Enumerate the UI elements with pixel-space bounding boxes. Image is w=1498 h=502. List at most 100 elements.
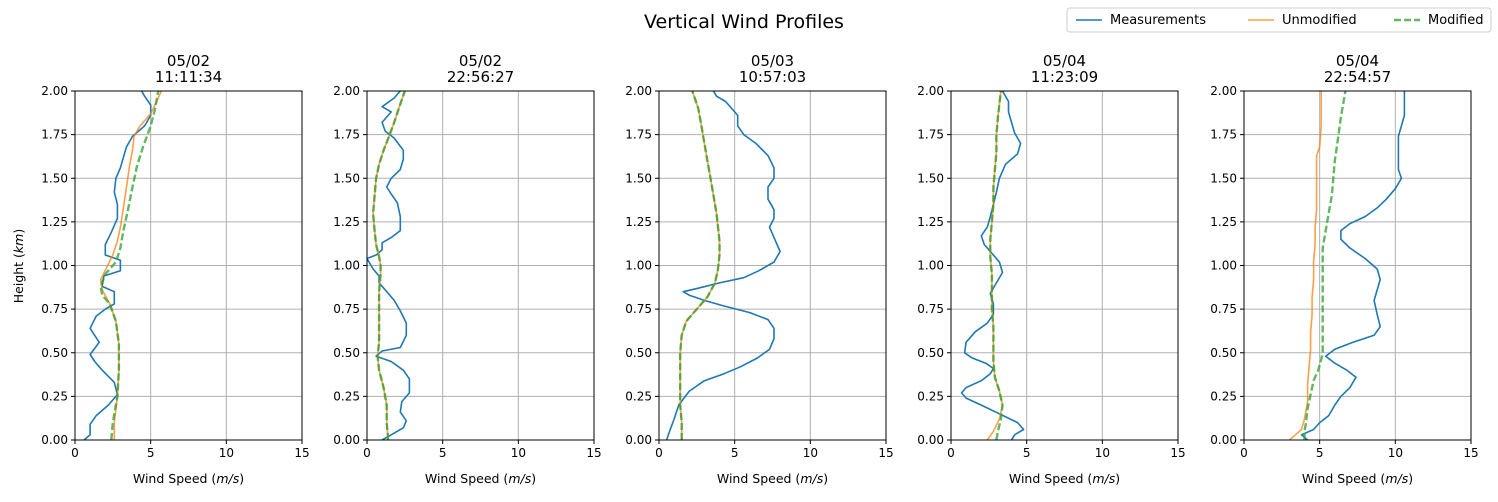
panel-1: 0 5 10 15 0.00 0.25 0.50 0.75 1.00 1.25 1.50 1.75 2.… (41, 52, 309, 486)
x-tick-label: 0 (71, 446, 79, 460)
panel-title-time: 22:56:27 (447, 68, 514, 86)
grid (1243, 90, 1472, 441)
legend-label: Measurements (1110, 13, 1206, 28)
grid (74, 90, 303, 441)
legend-label: Unmodified (1282, 13, 1357, 28)
legend-label: Modified (1428, 13, 1483, 28)
x-axis-label-close: ) (1115, 471, 1120, 486)
y-tick-label: 0.00 (917, 433, 944, 447)
series-line-modified (1303, 91, 1347, 440)
x-axis-label-close: ) (1408, 471, 1413, 486)
legend-item-measurements: Measurements (1076, 13, 1206, 28)
x-tick-label: 10 (1095, 446, 1110, 460)
y-tick-label: 1.00 (333, 259, 360, 273)
y-tick-label: 0.75 (41, 302, 68, 316)
y-axis-label-unit: km (11, 234, 26, 253)
x-tick-label: 15 (1170, 446, 1185, 460)
y-tick-label: 1.25 (917, 215, 944, 229)
x-tick-label: 5 (1023, 446, 1031, 460)
y-tick-label: 1.75 (625, 128, 652, 142)
panels: 0 5 10 15 0.00 0.25 0.50 0.75 1.00 1.25 1.50 1.75 2.… (41, 52, 1478, 486)
x-axis-label-unit: m/s (800, 471, 823, 486)
y-tick-label: 0.75 (333, 302, 360, 316)
x-tick-label: 0 (655, 446, 663, 460)
plot-frame (366, 90, 595, 441)
series-line-measurements (367, 91, 411, 440)
x-axis-label-unit: m/s (216, 471, 239, 486)
panel-2: 0 5 10 15 0.00 0.25 0.50 0.75 1.00 1.25 1.50 1.75 2.… (333, 52, 601, 486)
series-line-measurements (83, 91, 152, 440)
x-tick-label: 0 (947, 446, 955, 460)
x-axis-label-main: Wind Speed ( (1302, 471, 1385, 486)
y-tick-label: 2.00 (333, 84, 360, 98)
y-tick-label: 0.50 (917, 346, 944, 360)
grid (950, 90, 1179, 441)
plot-frame (1243, 90, 1472, 441)
y-tick-label: 1.00 (41, 259, 68, 273)
x-axis-label-unit: m/s (1385, 471, 1408, 486)
x-axis-label-main: Wind Speed ( (717, 471, 800, 486)
legend-item-unmodified: Unmodified (1248, 13, 1357, 28)
series-line-modified (371, 91, 406, 440)
series-line-measurements (665, 91, 781, 440)
x-axis-label-main: Wind Speed ( (133, 471, 216, 486)
y-tick-label: 1.75 (917, 128, 944, 142)
y-tick-label: 1.00 (1210, 259, 1237, 273)
series-line-modified (989, 91, 1004, 440)
x-axis-label: Wind Speed (m/s) (425, 471, 536, 486)
y-tick-label: 1.50 (1210, 171, 1237, 185)
x-tick-label: 0 (363, 446, 371, 460)
panel-title-time: 10:57:03 (739, 68, 806, 86)
panel-title-date: 05/04 (1043, 52, 1086, 70)
y-tick-label: 0.00 (1210, 433, 1237, 447)
y-tick-label: 2.00 (917, 84, 944, 98)
y-tick-label: 1.00 (625, 259, 652, 273)
x-axis-label-unit: m/s (508, 471, 531, 486)
y-tick-label: 1.50 (625, 171, 652, 185)
y-tick-label: 1.50 (917, 171, 944, 185)
x-axis-label: Wind Speed (m/s) (1009, 471, 1120, 486)
x-tick-label: 10 (803, 446, 818, 460)
x-axis-label-main: Wind Speed ( (1009, 471, 1092, 486)
plot-frame (950, 90, 1179, 441)
x-tick-label: 10 (511, 446, 526, 460)
panel-title-date: 05/02 (167, 52, 210, 70)
series-line-modified (99, 91, 160, 440)
panel-4: 0 5 10 15 0.00 0.25 0.50 0.75 1.00 1.25 1.50 1.75 2.… (917, 52, 1185, 486)
y-tick-label: 1.75 (41, 128, 68, 142)
x-tick-label: 5 (731, 446, 739, 460)
y-tick-label: 1.25 (625, 215, 652, 229)
y-tick-label: 0.50 (1210, 346, 1237, 360)
series-line-modified (679, 91, 721, 440)
y-tick-label: 0.00 (625, 433, 652, 447)
panel-title-time: 11:23:09 (1031, 68, 1098, 86)
y-tick-label: 0.00 (41, 433, 68, 447)
panel-5: 0 5 10 15 0.00 0.25 0.50 0.75 1.00 1.25 1.50 1.75 2.… (1210, 52, 1478, 486)
y-tick-label: 0.25 (1210, 389, 1237, 403)
y-tick-label: 1.25 (41, 215, 68, 229)
x-axis-label: Wind Speed (m/s) (717, 471, 828, 486)
plot-frame (74, 90, 303, 441)
legend: Measurements Unmodified Modified (1066, 7, 1492, 33)
x-tick-label: 15 (1463, 446, 1478, 460)
x-tick-label: 5 (439, 446, 447, 460)
x-axis-label: Wind Speed (m/s) (1302, 471, 1413, 486)
y-tick-label: 0.50 (41, 346, 68, 360)
y-tick-label: 1.25 (1210, 215, 1237, 229)
x-tick-label: 15 (294, 446, 309, 460)
y-tick-label: 1.00 (917, 259, 944, 273)
x-axis-label-close: ) (823, 471, 828, 486)
x-axis-label-main: Wind Speed ( (425, 471, 508, 486)
y-tick-label: 0.25 (625, 389, 652, 403)
y-axis-label-main: Height ( (11, 253, 26, 303)
x-axis-label-close: ) (531, 471, 536, 486)
y-tick-label: 0.25 (333, 389, 360, 403)
x-tick-label: 15 (586, 446, 601, 460)
y-tick-label: 0.50 (333, 346, 360, 360)
figure-title: Vertical Wind Profiles (644, 11, 844, 33)
y-tick-label: 0.25 (41, 389, 68, 403)
y-tick-label: 1.75 (333, 128, 360, 142)
panel-title-time: 11:11:34 (155, 68, 222, 86)
y-axis-label: Height (km) (11, 229, 26, 303)
